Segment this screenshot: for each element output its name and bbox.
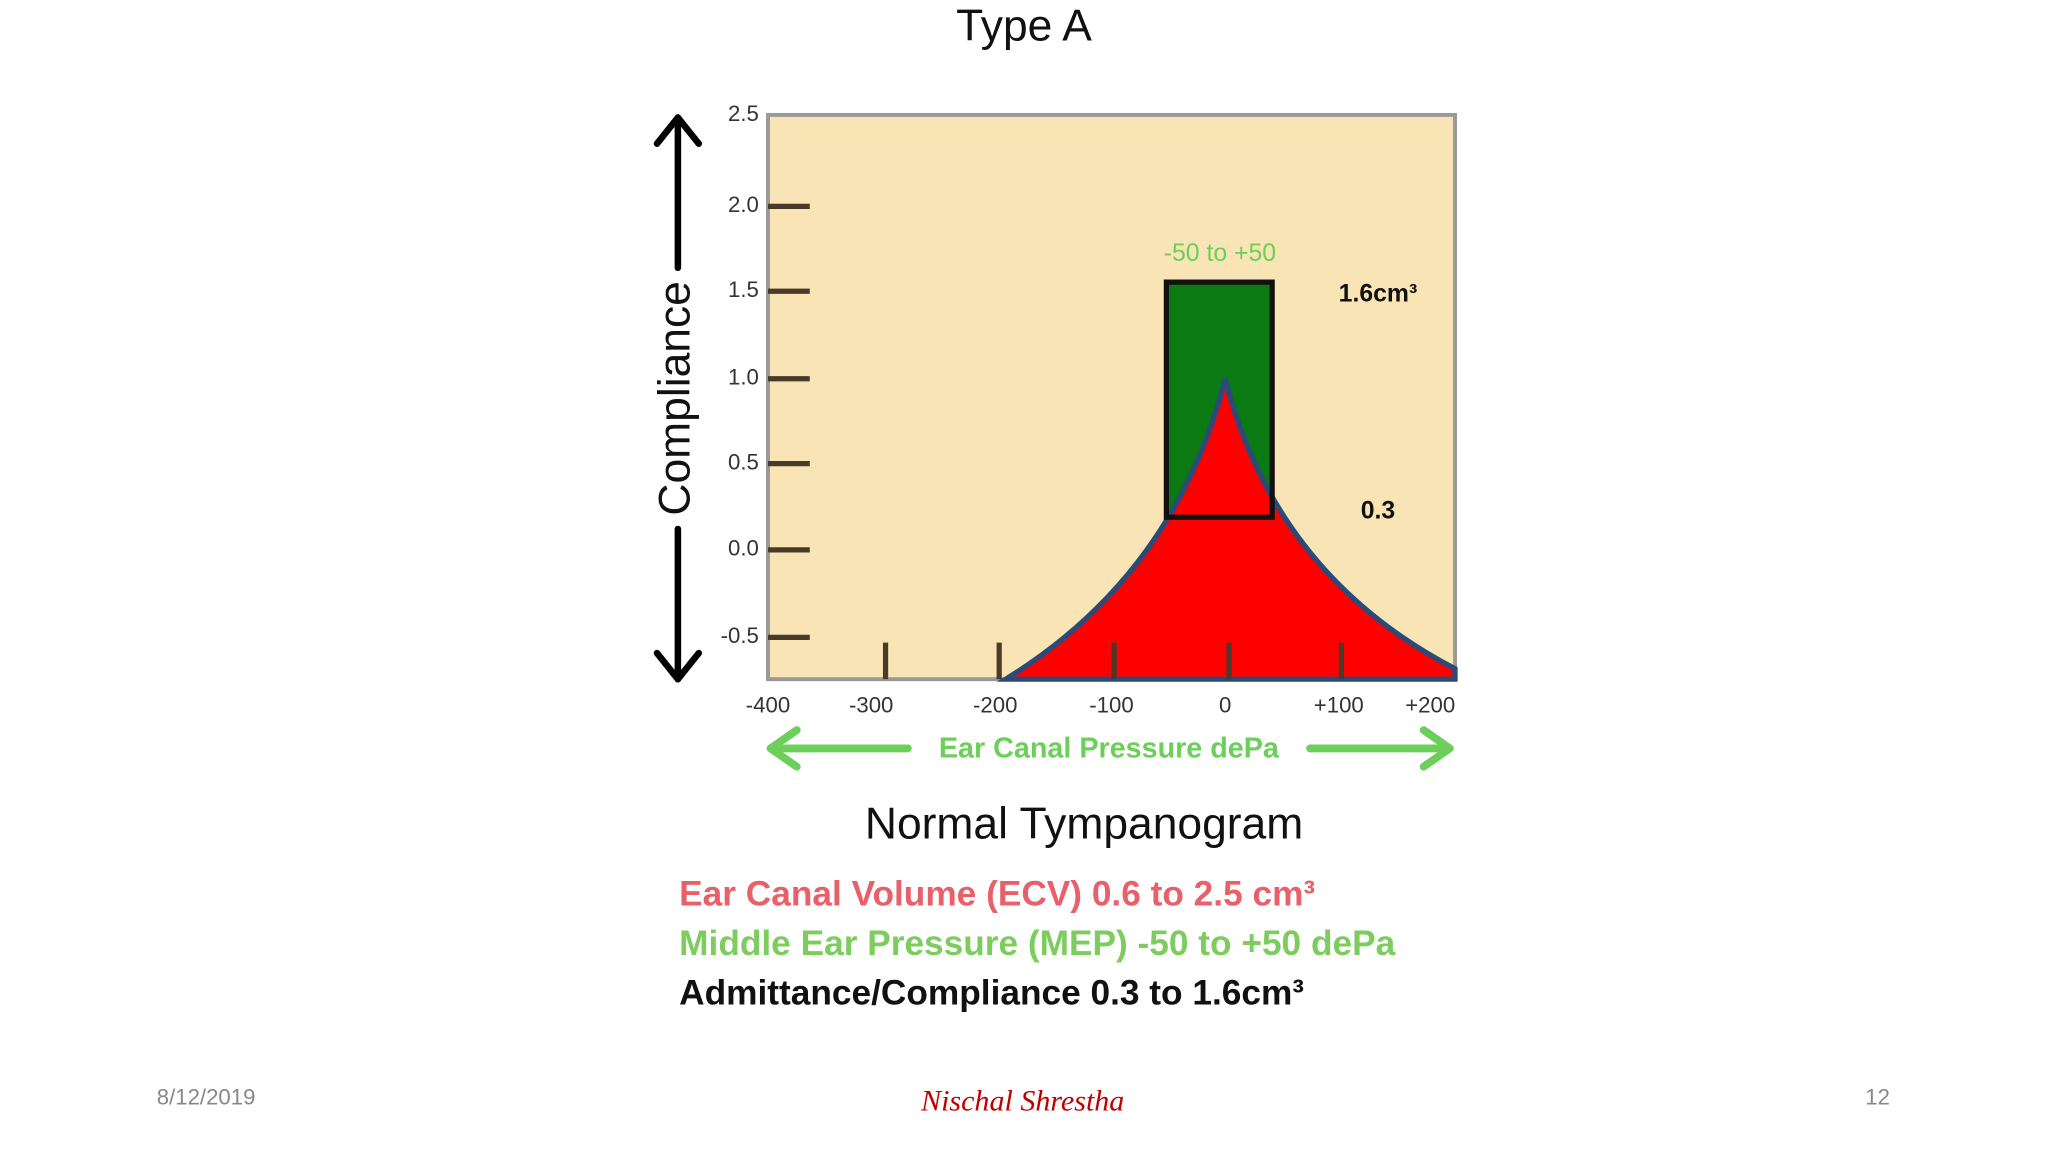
x-tick-label: -300 (849, 692, 893, 717)
x-tick-label: -100 (1089, 692, 1133, 717)
x-tick-label: -400 (746, 692, 790, 717)
normal-box (1163, 279, 1275, 520)
y-tick-label: 2.0 (728, 192, 759, 217)
subtitle: Normal Tympanogram (865, 800, 1303, 849)
x-tick-label: +100 (1314, 692, 1364, 717)
tympanogram: -50 to +50 1.6cm³ 0.3 Compliance Ear Can… (651, 101, 1458, 771)
y-tick-label: 0.0 (728, 536, 759, 561)
y-tick-label: 1.5 (728, 277, 759, 302)
box-label: -50 to +50 (1164, 240, 1276, 267)
y-arrow (653, 114, 703, 683)
y-tick-label: 0.5 (728, 450, 759, 475)
x-axis-label: Ear Canal Pressure dePa (939, 732, 1280, 764)
tympanogram-curve (996, 378, 1458, 682)
x-tick-label: -200 (973, 692, 1017, 717)
title: Type A (956, 1, 1092, 50)
y-tick-label: -0.5 (721, 623, 759, 648)
note: Admittance/Compliance 0.3 to 1.6cm³ (679, 974, 1304, 1013)
note: Middle Ear Pressure (MEP) -50 to +50 deP… (679, 924, 1395, 963)
y-tick-label: 1.0 (728, 365, 759, 390)
y-tick-label: 2.5 (728, 101, 759, 126)
note: Ear Canal Volume (ECV) 0.6 to 2.5 cm³ (679, 874, 1315, 913)
footer-page: 12 (1865, 1084, 1890, 1109)
footer-author: Nischal Shrestha (920, 1085, 1124, 1118)
lower-label: 0.3 (1361, 498, 1395, 525)
y-axis-label: Compliance (651, 281, 700, 515)
x-tick-label: 0 (1219, 692, 1231, 717)
x-tick-label: +200 (1405, 692, 1455, 717)
footer-date: 8/12/2019 (157, 1084, 256, 1109)
upper-label: 1.6cm³ (1339, 281, 1418, 308)
x-arrow (766, 726, 1454, 771)
